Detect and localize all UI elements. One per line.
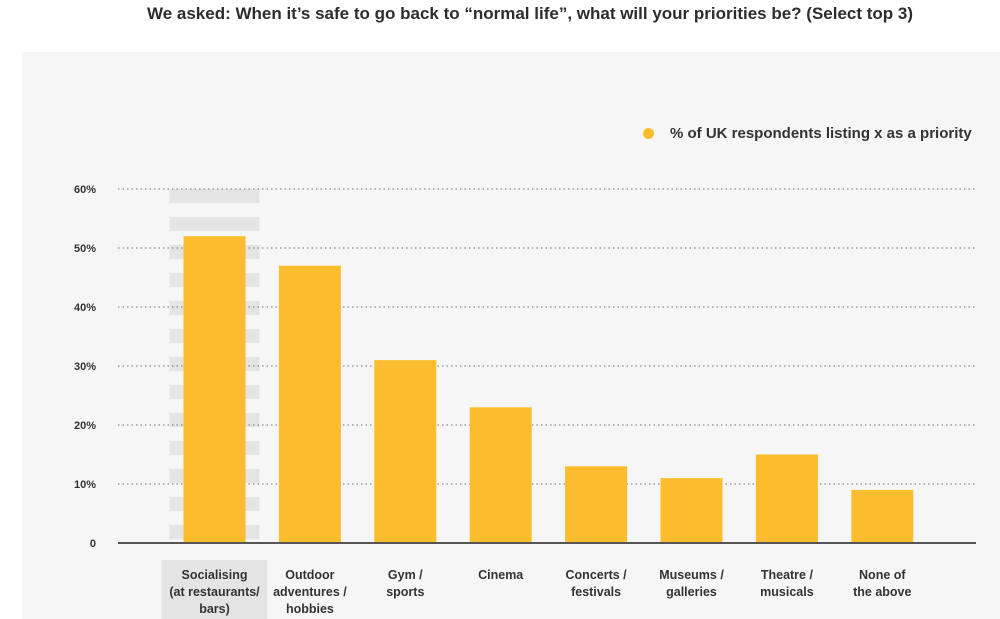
bar [183, 236, 246, 543]
y-tick-label: 40% [74, 302, 96, 314]
bar [469, 407, 532, 543]
legend-marker [643, 128, 654, 139]
bar [755, 454, 818, 543]
legend-label: % of UK respondents listing x as a prior… [670, 125, 972, 142]
x-tick-label-line: None of [859, 568, 906, 582]
x-tick-label-line: festivals [571, 585, 621, 599]
x-tick-label: Theatre / musicals [760, 568, 814, 599]
bar [851, 489, 914, 543]
highlight-label-box [161, 560, 268, 619]
x-tick-label-line: bars) [199, 602, 230, 616]
x-tick-label-line: adventures / [273, 585, 347, 599]
bar [374, 360, 437, 543]
y-tick-label: 50% [74, 243, 96, 255]
x-tick-label: Museums / galleries [659, 568, 724, 599]
x-tick-label-line: Theatre / [761, 568, 814, 582]
y-tick-label: 20% [74, 420, 96, 432]
chart-title: We asked: When it’s safe to go back to “… [146, 4, 914, 23]
x-tick-label: Socialising (at restaurants/bars) [169, 568, 260, 616]
y-tick-label: 0 [90, 538, 96, 550]
x-tick-label-line: Museums / [659, 568, 724, 582]
x-tick-label-line: galleries [666, 585, 717, 599]
x-tick-label-line: the above [853, 585, 911, 599]
x-tick-label: Gym / sports [386, 568, 424, 599]
x-tick-label-line: Gym / [388, 568, 423, 582]
x-tick-label: None of the above [853, 568, 911, 599]
x-tick-label-line: Outdoor [285, 568, 334, 582]
x-tick-label-line: sports [386, 585, 424, 599]
x-tick-label-line: Cinema [478, 568, 524, 582]
y-tick-label: 60% [74, 184, 96, 196]
x-tick-label: Cinema [478, 568, 524, 582]
bar [660, 478, 723, 543]
bar [278, 265, 341, 543]
x-tick-label-line: hobbies [286, 602, 334, 616]
y-tick-label: 10% [74, 479, 96, 491]
x-tick-label-line: (at restaurants/ [169, 585, 260, 599]
y-tick-label: 30% [74, 361, 96, 373]
x-tick-label: Outdoor adventures / hobbies [273, 568, 347, 616]
x-tick-label-line: Socialising [182, 568, 248, 582]
x-tick-label-line: Concerts / [566, 568, 628, 582]
x-tick-label-line: musicals [760, 585, 814, 599]
x-tick-label: Concerts / festivals [566, 568, 628, 599]
legend: % of UK respondents listing x as a prior… [643, 125, 972, 142]
bar [565, 466, 628, 543]
